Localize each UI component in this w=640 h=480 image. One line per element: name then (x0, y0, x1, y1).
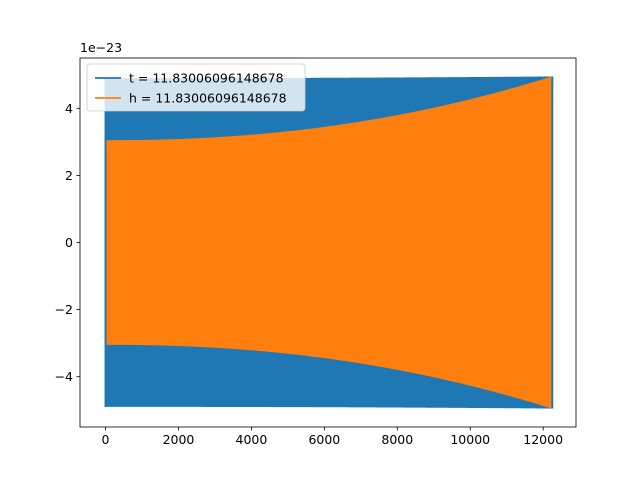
x-tick-label: 0 (102, 432, 110, 447)
x-tick-label: 4000 (236, 432, 268, 447)
series-group (104, 76, 554, 409)
legend-box (86, 63, 306, 112)
x-tick-label: 8000 (381, 432, 413, 447)
y-tick-label: −4 (55, 369, 73, 384)
legend-label-1: t = 11.83006096148678 (129, 71, 284, 86)
legend-label-2: h = 11.83006096148678 (129, 91, 287, 106)
y-tick-label: 4 (65, 101, 73, 116)
y-offset-text: 1e−23 (80, 40, 122, 55)
plot-area (104, 76, 554, 409)
y-tick-label: 2 (65, 168, 73, 183)
y-tick-label: 0 (65, 235, 73, 250)
x-tick-label: 2000 (163, 432, 195, 447)
x-tick-label: 12000 (523, 432, 563, 447)
x-tick-label: 10000 (450, 432, 490, 447)
axes: 0 2000 4000 6000 8000 10000 12000 −4 −2 0 2 4 (55, 57, 577, 447)
legend: t = 11.83006096148678 h = 11.830060961486… (86, 63, 306, 112)
x-tick-label: 6000 (308, 432, 340, 447)
y-tick-label: −2 (55, 302, 73, 317)
series-line-2 (104, 76, 554, 409)
